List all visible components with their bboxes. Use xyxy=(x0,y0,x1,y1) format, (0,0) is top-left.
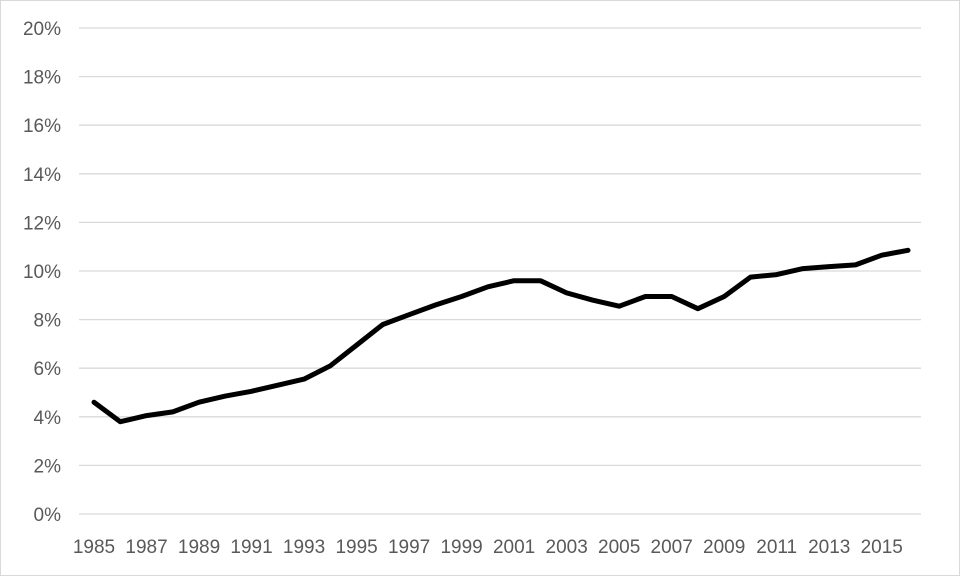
y-tick-label: 20% xyxy=(23,19,61,40)
data-point xyxy=(852,262,858,268)
gridlines xyxy=(79,27,921,515)
y-tick-label: 12% xyxy=(23,213,61,234)
data-point xyxy=(695,306,701,312)
data-point xyxy=(170,409,176,415)
data-point xyxy=(721,294,727,300)
data-point xyxy=(301,376,307,382)
data-point xyxy=(144,413,150,419)
data-point xyxy=(747,274,753,280)
data-point xyxy=(800,266,806,272)
x-tick-label: 2015 xyxy=(861,537,903,558)
x-tick-label: 1989 xyxy=(178,537,220,558)
y-tick-label: 6% xyxy=(34,359,62,380)
data-point xyxy=(537,278,543,284)
series-group xyxy=(91,247,911,425)
data-point xyxy=(590,297,596,303)
x-tick-label: 1993 xyxy=(283,537,325,558)
x-tick-label: 2001 xyxy=(493,537,535,558)
data-point xyxy=(879,252,885,258)
x-tick-label: 1985 xyxy=(73,537,115,558)
series-line xyxy=(91,247,911,425)
data-point xyxy=(327,363,333,369)
y-tick-label: 18% xyxy=(23,68,61,89)
y-tick-label: 14% xyxy=(23,165,61,186)
x-tick-label: 2005 xyxy=(598,537,640,558)
x-axis-tick-labels: 1985 1987 1989 1991 1993 1995 1997 1999 2001 2003… xyxy=(73,537,903,558)
data-point xyxy=(406,312,412,318)
data-point xyxy=(380,321,386,327)
data-point xyxy=(432,302,438,308)
data-point xyxy=(564,290,570,296)
data-point xyxy=(354,342,360,348)
x-tick-label: 2003 xyxy=(546,537,588,558)
data-point xyxy=(826,264,832,270)
x-tick-label: 2007 xyxy=(651,537,693,558)
y-tick-label: 4% xyxy=(34,408,62,429)
y-tick-label: 2% xyxy=(34,456,62,477)
data-point xyxy=(117,419,123,425)
y-axis-tick-labels: 0% 2% 4% 6% 8% 10% 12% 14% 16% 18% 20% xyxy=(23,19,61,526)
x-tick-label: 2013 xyxy=(808,537,850,558)
data-point xyxy=(905,247,911,253)
y-tick-label: 10% xyxy=(23,262,61,283)
x-tick-label: 1987 xyxy=(125,537,167,558)
y-tick-label: 8% xyxy=(34,311,62,332)
x-tick-label: 1991 xyxy=(230,537,272,558)
y-tick-label: 0% xyxy=(34,505,62,526)
data-point xyxy=(642,294,648,300)
x-tick-label: 1995 xyxy=(335,537,377,558)
x-tick-label: 2009 xyxy=(703,537,745,558)
data-point xyxy=(91,399,97,405)
data-point xyxy=(196,399,202,405)
x-tick-label: 1999 xyxy=(440,537,482,558)
data-point xyxy=(249,388,255,394)
data-point xyxy=(669,294,675,300)
x-tick-label: 1997 xyxy=(388,537,430,558)
data-point xyxy=(275,382,281,388)
y-tick-label: 16% xyxy=(23,116,61,137)
x-tick-label: 2011 xyxy=(756,537,797,558)
data-point xyxy=(511,278,517,284)
data-point xyxy=(485,284,491,290)
data-point xyxy=(222,393,228,399)
data-point xyxy=(774,272,780,278)
data-point xyxy=(616,303,622,309)
data-point xyxy=(459,294,465,300)
